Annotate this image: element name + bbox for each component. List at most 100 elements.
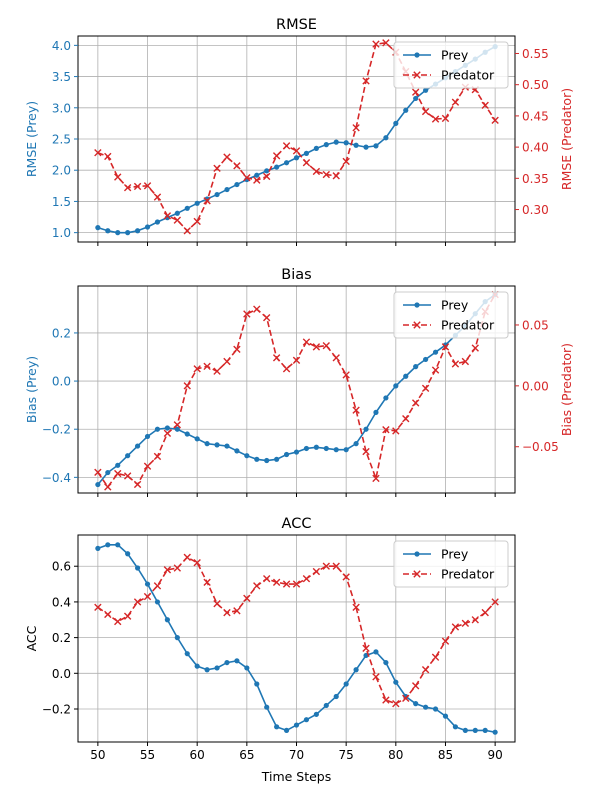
data-point [203, 197, 211, 205]
legend: Prey Predator [393, 540, 509, 588]
data-point [134, 443, 141, 449]
data-point [423, 704, 429, 710]
legend-label: Predator [441, 68, 495, 83]
data-point [144, 581, 151, 587]
y-tick-label-left: 0.6 [52, 560, 71, 574]
y-axis-label-right: Bias (Predator) [559, 343, 574, 436]
data-point [343, 140, 349, 146]
data-point [471, 344, 479, 352]
data-point [352, 124, 360, 132]
data-point [174, 426, 180, 432]
data-point [362, 77, 370, 85]
data-point [423, 356, 429, 363]
y-axis-left: −0.4 −0.2 0.0 0.2 [42, 326, 78, 485]
data-point [302, 575, 311, 583]
data-point [253, 176, 261, 184]
data-point [95, 481, 101, 488]
data-point [303, 150, 310, 156]
data-point [482, 727, 488, 734]
data-point [194, 436, 200, 442]
y-axis-right: 0.30 0.35 0.40 0.45 0.50 0.55 [515, 47, 549, 217]
data-point [282, 365, 291, 373]
data-point [193, 217, 201, 226]
y-tick-label-right: 0.05 [522, 318, 549, 332]
data-point [233, 607, 241, 615]
data-point [471, 616, 479, 624]
legend-label: Prey [441, 48, 469, 63]
y-axis-left: −0.2 0.0 0.2 0.4 0.6 [42, 560, 78, 716]
data-point [283, 727, 290, 734]
data-point [233, 345, 241, 354]
data-point [283, 451, 290, 458]
data-point [421, 666, 430, 674]
data-point [274, 164, 280, 170]
chart-title: Bias [281, 267, 311, 283]
grid [78, 36, 515, 242]
data-point [243, 594, 251, 603]
data-point [441, 637, 450, 645]
data-point [154, 599, 161, 605]
data-point [432, 706, 439, 712]
data-point [293, 449, 300, 455]
legend-marker [413, 570, 421, 578]
legend-marker [414, 52, 420, 58]
data-point [323, 702, 329, 709]
series-line [97, 556, 496, 705]
data-point [282, 142, 291, 150]
data-point [383, 135, 389, 141]
data-point [104, 152, 112, 161]
data-point [363, 426, 369, 432]
data-point [383, 659, 389, 666]
data-point [461, 357, 470, 366]
data-point [293, 722, 300, 728]
data-point [323, 445, 329, 452]
x-axis [97, 242, 496, 246]
y-tick-label-right: 0.40 [522, 141, 549, 155]
y-axis-left: 1.0 1.5 2.0 2.5 3.0 3.5 4.0 [52, 39, 78, 240]
data-point [411, 88, 420, 96]
y-tick-label-left: 0.0 [52, 667, 71, 681]
y-axis-label-left: ACC [24, 625, 39, 651]
x-axis [97, 493, 496, 497]
y-axis-label-left: Bias (Prey) [24, 356, 39, 423]
data-point [183, 227, 191, 235]
data-point [342, 371, 350, 379]
data-point [382, 39, 390, 47]
data-point [322, 341, 330, 350]
data-point [392, 427, 400, 435]
data-point [373, 143, 379, 149]
data-point [214, 665, 220, 671]
data-point [143, 592, 152, 601]
data-point [343, 681, 349, 687]
data-point [322, 562, 330, 570]
data-point [292, 580, 301, 588]
data-point [173, 421, 182, 429]
data-point [303, 445, 310, 452]
y-tick-label-left: 2.0 [52, 164, 71, 178]
data-point [403, 107, 409, 113]
series-predator [94, 290, 499, 491]
data-point [264, 168, 270, 174]
data-point [282, 580, 291, 588]
data-point [133, 480, 142, 489]
y-tick-label-right: −0.05 [522, 440, 559, 454]
data-point [323, 142, 329, 148]
data-point [114, 173, 122, 181]
grid [78, 535, 515, 742]
data-point [362, 447, 370, 456]
x-tick-label: 55 [140, 748, 155, 762]
x-tick-label: 50 [90, 748, 105, 762]
data-point [263, 313, 271, 322]
data-point [163, 566, 172, 574]
data-point [413, 364, 419, 370]
chart-title: RMSE [276, 17, 317, 33]
data-point [184, 651, 190, 657]
data-point [392, 699, 400, 708]
data-point [105, 469, 111, 476]
data-point [362, 644, 370, 653]
data-point [332, 562, 340, 570]
y-tick-label-left: 2.5 [52, 133, 71, 147]
y-axis-right: −0.05 0.00 0.05 [515, 318, 559, 454]
data-point [153, 582, 162, 590]
data-point [95, 545, 101, 551]
